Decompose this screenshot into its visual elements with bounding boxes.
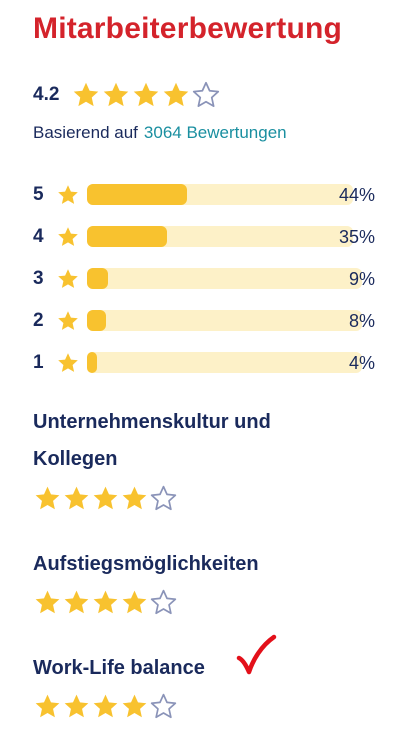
distribution-stars-label: 4 <box>33 226 44 247</box>
star-outline-icon <box>149 588 178 617</box>
distribution-bar-fill <box>87 226 167 247</box>
star-outline-icon <box>149 484 178 513</box>
distribution-row-4[interactable]: 4 35% <box>33 225 383 249</box>
distribution-stars-label: 3 <box>33 268 44 289</box>
distribution-row-2[interactable]: 2 8% <box>33 309 383 333</box>
star-filled-icon <box>62 692 91 721</box>
star-filled-icon <box>55 267 81 291</box>
overall-score: 4.2 <box>33 84 60 105</box>
star-filled-icon <box>120 588 149 617</box>
overall-stars <box>71 80 221 110</box>
distribution-percent: 9% <box>348 269 375 289</box>
distribution-bar-fill <box>87 184 188 205</box>
distribution-percent: 35% <box>338 227 375 247</box>
star-filled-icon <box>55 309 81 333</box>
star-outline-icon <box>149 692 178 721</box>
distribution-row-1[interactable]: 1 4% <box>33 351 383 375</box>
distribution-bar-fill <box>87 352 97 373</box>
category-stars-culture <box>33 484 178 513</box>
checkmark-icon <box>236 634 277 675</box>
distribution-bar <box>87 352 362 373</box>
star-filled-icon <box>91 692 120 721</box>
category-stars-career <box>33 588 178 617</box>
star-filled-icon <box>55 183 81 207</box>
page-title: Mitarbeiterbewertung <box>33 12 343 45</box>
distribution-row-3[interactable]: 3 9% <box>33 267 383 291</box>
category-stars-worklife <box>33 692 178 721</box>
distribution-bar <box>87 184 353 205</box>
category-title-worklife: Work-Life balance <box>33 657 205 679</box>
distribution-stars-label: 1 <box>33 352 44 373</box>
star-filled-icon <box>131 80 161 110</box>
reviews-link[interactable]: 3064 Bewertungen <box>143 123 287 142</box>
star-filled-icon <box>71 80 101 110</box>
distribution-bar-fill <box>87 268 109 289</box>
based-on-text: Basierend auf 3064 Bewertungen <box>33 123 287 143</box>
distribution-bar <box>87 226 353 247</box>
star-filled-icon <box>33 484 62 513</box>
star-filled-icon <box>101 80 131 110</box>
distribution-stars-label: 5 <box>33 184 44 205</box>
star-filled-icon <box>62 588 91 617</box>
star-filled-icon <box>62 484 91 513</box>
star-filled-icon <box>91 588 120 617</box>
category-title-career: Aufstiegsmöglichkeiten <box>33 553 259 575</box>
distribution-bar <box>87 310 362 331</box>
star-filled-icon <box>120 692 149 721</box>
distribution-percent: 8% <box>348 311 375 331</box>
star-filled-icon <box>120 484 149 513</box>
star-filled-icon <box>55 351 81 375</box>
star-filled-icon <box>33 692 62 721</box>
star-filled-icon <box>161 80 191 110</box>
distribution-bar-fill <box>87 310 106 331</box>
overall-rating: 4.2 <box>33 80 221 110</box>
category-title-culture: Unternehmenskultur und Kollegen <box>33 411 271 470</box>
star-filled-icon <box>55 225 81 249</box>
based-on-prefix: Basierend auf <box>33 123 138 142</box>
distribution-stars-label: 2 <box>33 310 44 331</box>
star-filled-icon <box>33 588 62 617</box>
distribution-percent: 44% <box>338 185 375 205</box>
star-filled-icon <box>91 484 120 513</box>
distribution-row-5[interactable]: 5 44% <box>33 183 383 207</box>
star-outline-icon <box>191 80 221 110</box>
distribution-bar <box>87 268 362 289</box>
distribution-percent: 4% <box>348 353 375 373</box>
